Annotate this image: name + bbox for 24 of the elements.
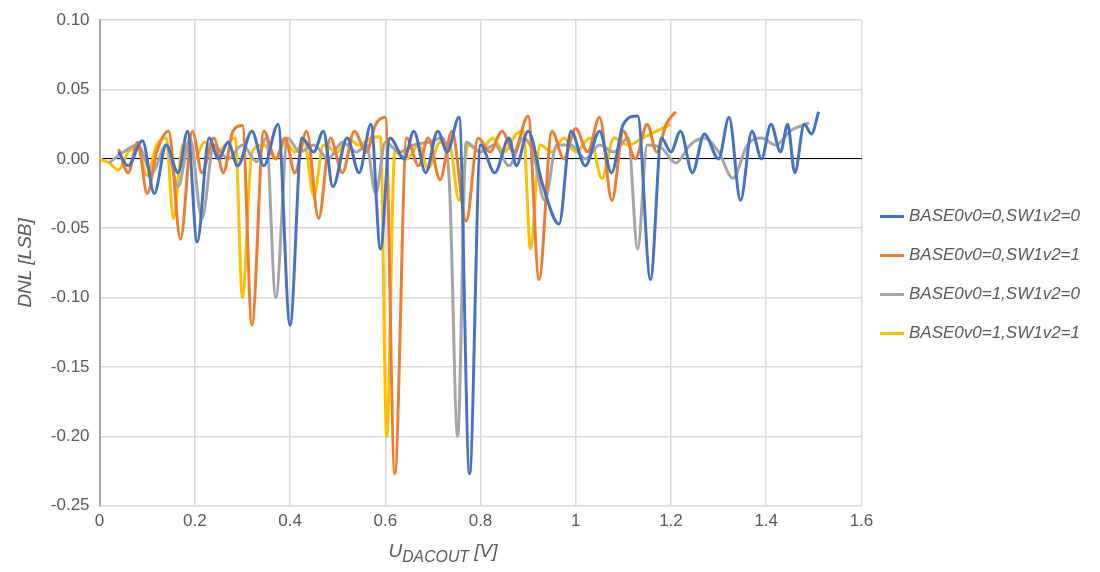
y-tick-label: 0.00 xyxy=(56,148,90,168)
y-tick-label: 0.10 xyxy=(56,9,90,29)
y-tick-label: -0.25 xyxy=(50,495,90,515)
x-tick-label: 1.6 xyxy=(849,511,874,531)
y-tick-label: -0.05 xyxy=(50,217,90,237)
y-tick-label: -0.20 xyxy=(50,425,90,445)
y-tick-label: -0.10 xyxy=(50,287,90,307)
line-series xyxy=(117,110,821,476)
y-tick-label: 0.05 xyxy=(56,79,90,99)
x-tick-label: 1.2 xyxy=(659,511,683,531)
legend-label: BASE0v0=1,SW1v2=0 xyxy=(908,284,1081,304)
x-tick-label: 0.8 xyxy=(468,511,493,531)
x-tick-label: 1 xyxy=(571,511,581,531)
x-tick-label: 0.2 xyxy=(182,511,207,531)
legend-label: BASE0v0=0,SW1v2=0 xyxy=(908,206,1081,226)
y-tick-label: -0.15 xyxy=(50,356,90,376)
legend-label: BASE0v0=0,SW1v2=1 xyxy=(908,245,1080,265)
x-axis-title: U$_{DACOUT}$ [V] xyxy=(387,540,499,566)
x-tick-label: 0.6 xyxy=(373,511,398,531)
x-tick-label: 1.4 xyxy=(754,511,779,531)
x-tick-label: 0.4 xyxy=(278,511,302,531)
legend-label: BASE0v0=1,SW1v2=1 xyxy=(908,323,1080,343)
x-tick-label: 0 xyxy=(94,511,105,531)
y-axis-title: DNL [LSB] xyxy=(13,217,35,308)
